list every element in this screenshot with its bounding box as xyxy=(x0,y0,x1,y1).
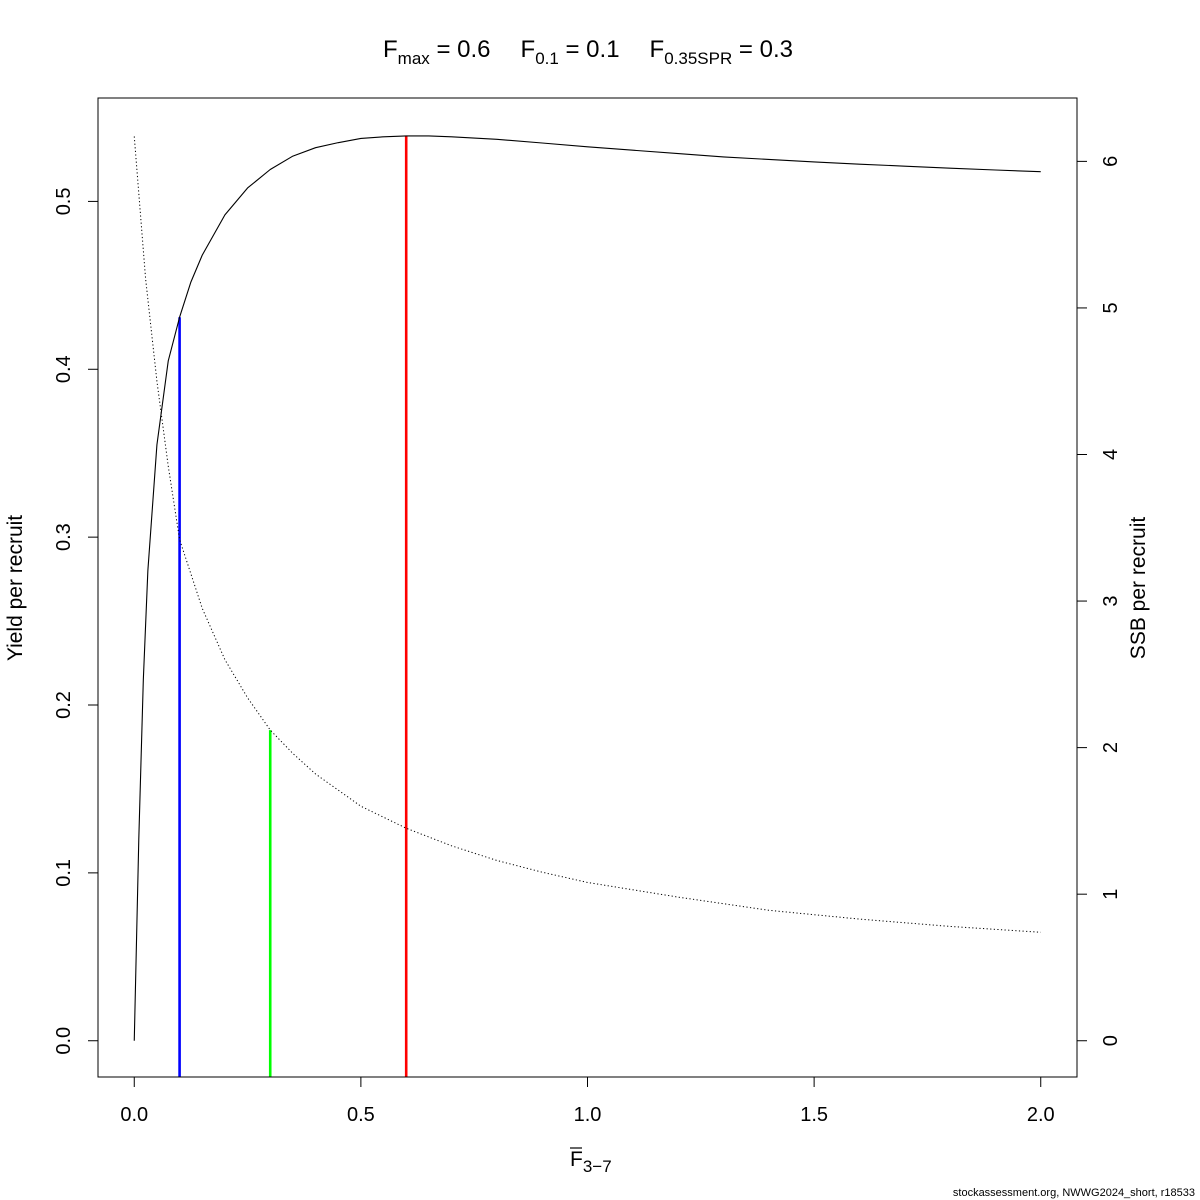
x-axis-title: F3−7 xyxy=(570,1147,612,1176)
credit-text: stockassessment.org, NWWG2024_short, r18… xyxy=(953,1187,1195,1199)
y-tick-label: 0.3 xyxy=(53,523,75,551)
y-tick-label: 0.5 xyxy=(53,187,75,215)
x-axis-title-text: F3−7 xyxy=(570,1148,612,1176)
y-tick-label: 0.2 xyxy=(53,691,75,719)
y2-tick-label: 6 xyxy=(1100,156,1122,167)
x-tick-label: 0.0 xyxy=(120,1104,148,1126)
reference-lines xyxy=(178,135,408,1077)
title-part-value: = 0.3 xyxy=(732,36,793,63)
title-part-subscript: 0.1 xyxy=(535,49,559,68)
chart-title: Fmax = 0.6 F0.1 = 0.1 F0.35SPR = 0.3 xyxy=(383,36,793,68)
y-axis-left: 0.0 0.1 0.2 0.3 0.4 0.5 xyxy=(53,187,99,1055)
x-axis-title-subscript: 3−7 xyxy=(583,1157,612,1176)
y2-tick-label: 3 xyxy=(1100,595,1122,606)
y2-tick-label: 1 xyxy=(1100,889,1122,900)
title-part-value: = 0.6 xyxy=(430,36,491,63)
series-lines xyxy=(133,135,1041,1041)
title-part-main: F xyxy=(650,36,665,63)
x-axis-title-main: F xyxy=(570,1148,583,1171)
title-part-main: F xyxy=(383,36,398,63)
title-part-main: F xyxy=(521,36,536,63)
title-part-subscript: 0.35SPR xyxy=(664,49,732,68)
y-tick-label: 0.0 xyxy=(53,1027,75,1055)
title-part-value: = 0.1 xyxy=(559,36,620,63)
y-axis-title: Yield per recruit xyxy=(4,515,27,661)
y2-axis-title: SSB per recruit xyxy=(1127,517,1150,660)
title-part-subscript: max xyxy=(398,49,431,68)
y-tick-label: 0.4 xyxy=(53,355,75,383)
y2-tick-label: 4 xyxy=(1100,449,1122,460)
x-tick-label: 1.5 xyxy=(800,1104,828,1126)
x-tick-label: 1.0 xyxy=(574,1104,602,1126)
y2-tick-label: 5 xyxy=(1100,302,1122,313)
x-axis: 0.0 0.5 1.0 1.5 2.0 xyxy=(120,1076,1055,1126)
yield-per-recruit-line xyxy=(133,135,1041,1041)
y2-tick-label: 0 xyxy=(1100,1035,1122,1046)
y-axis-right: 0 1 2 3 4 5 6 xyxy=(1076,156,1122,1046)
x-tick-label: 2.0 xyxy=(1027,1104,1055,1126)
y-tick-label: 0.1 xyxy=(53,859,75,887)
x-tick-label: 0.5 xyxy=(347,1104,375,1126)
y2-tick-label: 2 xyxy=(1100,742,1122,753)
